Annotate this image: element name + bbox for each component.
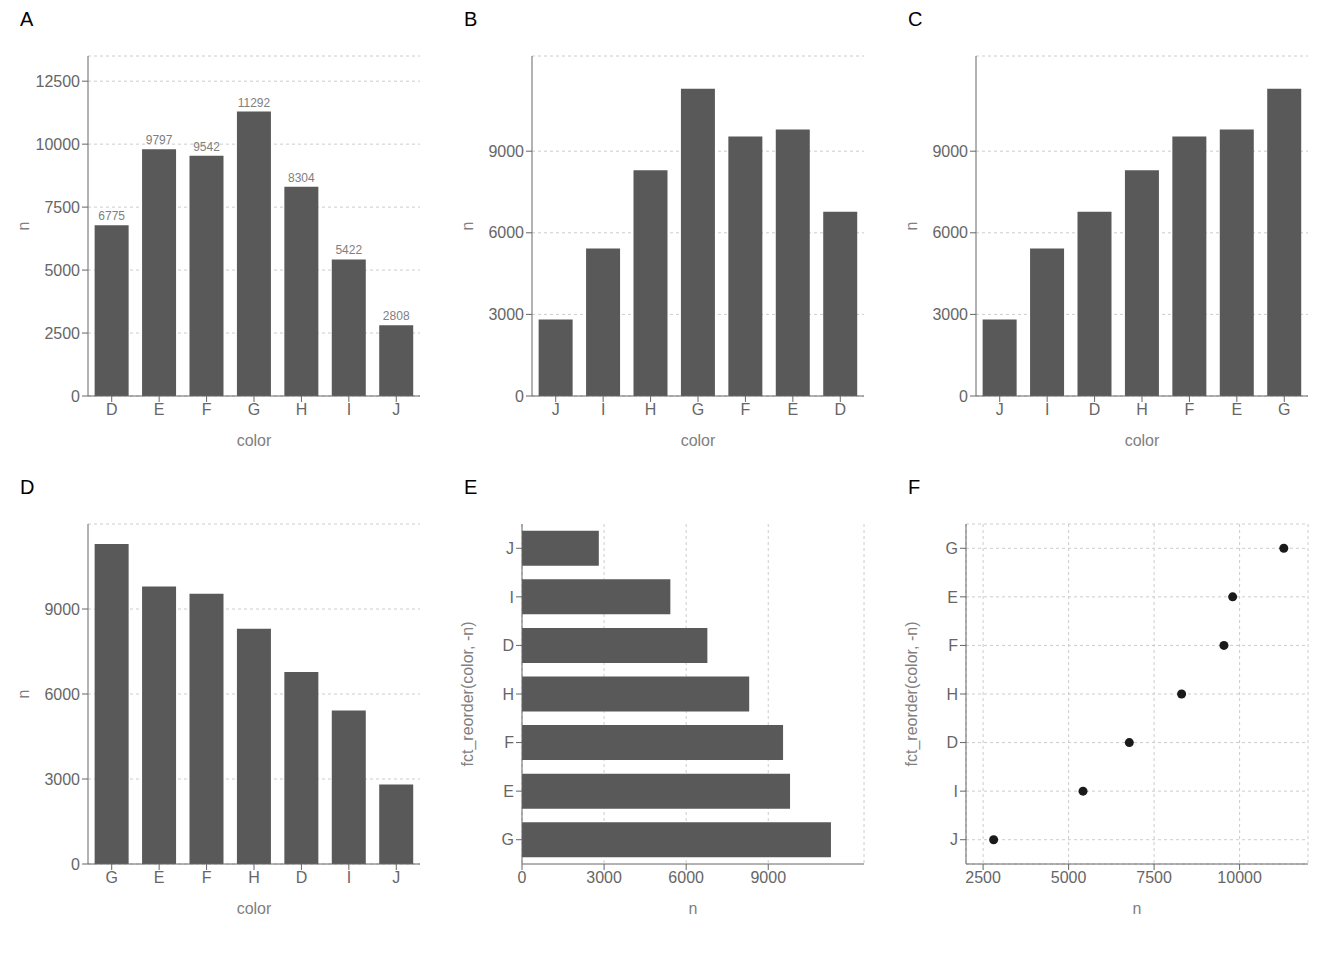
html-text:C: C	[908, 8, 923, 30]
svg-text:2808: 2808	[383, 309, 410, 323]
svg-text:G: G	[946, 540, 958, 557]
html-text:A: A	[20, 8, 34, 30]
svg-text:color: color	[1125, 432, 1160, 449]
svg-text:G: G	[248, 401, 260, 418]
svg-text:I: I	[510, 589, 514, 606]
svg-text:F: F	[504, 734, 514, 751]
svg-text:J: J	[996, 401, 1004, 418]
svg-text:9000: 9000	[44, 601, 80, 618]
svg-text:7500: 7500	[44, 199, 80, 216]
svg-text:D: D	[835, 401, 847, 418]
svg-text:G: G	[692, 401, 704, 418]
svg-text:F: F	[1185, 401, 1195, 418]
svg-text:n: n	[689, 900, 698, 917]
svg-text:color: color	[681, 432, 716, 449]
svg-text:J: J	[506, 540, 514, 557]
svg-text:F: F	[202, 401, 212, 418]
svg-text:6000: 6000	[488, 224, 524, 241]
svg-text:9542: 9542	[193, 140, 220, 154]
svg-text:6000: 6000	[44, 686, 80, 703]
svg-text:H: H	[248, 869, 260, 886]
svg-text:E: E	[788, 401, 799, 418]
svg-text:3000: 3000	[586, 869, 622, 886]
svg-text:D: D	[296, 869, 308, 886]
svg-text:E: E	[154, 869, 165, 886]
svg-text:fct_reorder(color, -n): fct_reorder(color, -n)	[459, 622, 477, 767]
svg-text:n: n	[903, 222, 920, 231]
svg-text:F: F	[741, 401, 751, 418]
svg-text:9797: 9797	[146, 133, 173, 147]
svg-text:6775: 6775	[98, 209, 125, 223]
svg-text:9000: 9000	[750, 869, 786, 886]
svg-text:n: n	[1133, 900, 1142, 917]
svg-text:5422: 5422	[335, 243, 362, 257]
svg-text:0: 0	[518, 869, 527, 886]
svg-text:H: H	[946, 686, 958, 703]
svg-text:H: H	[1136, 401, 1148, 418]
svg-text:10000: 10000	[36, 136, 81, 153]
svg-text:fct_reorder(color, -n): fct_reorder(color, -n)	[903, 622, 921, 767]
svg-text:3000: 3000	[44, 771, 80, 788]
svg-text:I: I	[347, 401, 351, 418]
svg-text:E: E	[503, 783, 514, 800]
svg-text:5000: 5000	[1051, 869, 1087, 886]
svg-text:D: D	[502, 637, 514, 654]
svg-text:3000: 3000	[488, 306, 524, 323]
svg-text:I: I	[1045, 401, 1049, 418]
svg-text:0: 0	[515, 388, 524, 405]
svg-text:H: H	[296, 401, 308, 418]
svg-text:color: color	[237, 900, 272, 917]
svg-text:n: n	[15, 222, 32, 231]
svg-text:J: J	[552, 401, 560, 418]
svg-text:12500: 12500	[36, 73, 81, 90]
svg-text:G: G	[1278, 401, 1290, 418]
html-text:B: B	[464, 8, 478, 30]
svg-text:E: E	[947, 589, 958, 606]
svg-text:G: G	[105, 869, 117, 886]
svg-text:9000: 9000	[488, 143, 524, 160]
svg-text:9000: 9000	[932, 143, 968, 160]
svg-text:0: 0	[71, 388, 80, 405]
svg-text:8304: 8304	[288, 171, 315, 185]
svg-text:F: F	[948, 637, 958, 654]
svg-text:D: D	[106, 401, 118, 418]
svg-text:7500: 7500	[1136, 869, 1172, 886]
svg-text:0: 0	[71, 856, 80, 873]
svg-text:11292: 11292	[238, 96, 271, 110]
html-text:E: E	[464, 476, 478, 498]
svg-text:E: E	[154, 401, 165, 418]
svg-text:H: H	[502, 686, 514, 703]
svg-text:J: J	[950, 831, 958, 848]
svg-text:E: E	[1232, 401, 1243, 418]
svg-text:5000: 5000	[44, 262, 80, 279]
svg-text:I: I	[954, 783, 958, 800]
svg-text:0: 0	[959, 388, 968, 405]
svg-text:2500: 2500	[965, 869, 1001, 886]
html-text:D: D	[20, 476, 35, 498]
svg-text:n: n	[459, 222, 476, 231]
svg-text:color: color	[237, 432, 272, 449]
svg-text:J: J	[392, 401, 400, 418]
svg-text:10000: 10000	[1217, 869, 1262, 886]
svg-text:D: D	[946, 734, 958, 751]
svg-text:G: G	[502, 831, 514, 848]
svg-text:2500: 2500	[44, 325, 80, 342]
svg-text:I: I	[347, 869, 351, 886]
svg-text:D: D	[1089, 401, 1101, 418]
svg-text:6000: 6000	[932, 224, 968, 241]
svg-text:6000: 6000	[668, 869, 704, 886]
html-text:F: F	[908, 476, 921, 498]
svg-text:n: n	[15, 690, 32, 699]
svg-text:J: J	[392, 869, 400, 886]
svg-text:I: I	[601, 401, 605, 418]
svg-text:F: F	[202, 869, 212, 886]
svg-text:3000: 3000	[932, 306, 968, 323]
svg-text:H: H	[645, 401, 657, 418]
